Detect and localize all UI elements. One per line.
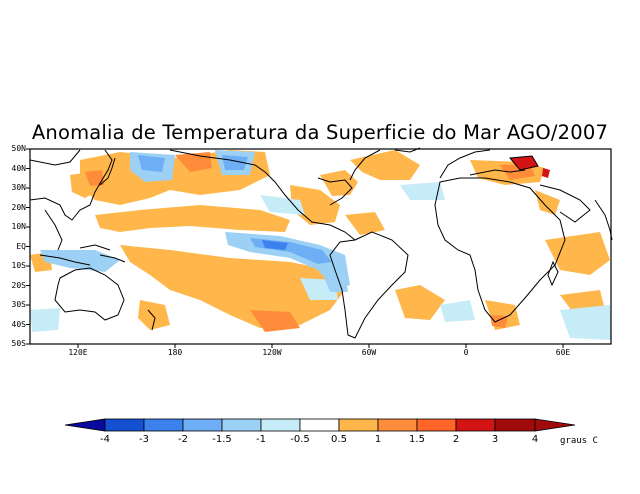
- colorbar-label: -2: [178, 434, 188, 445]
- coast-new-guinea: [99, 254, 126, 263]
- warm-north-atlantic: [350, 150, 420, 180]
- warm4-caspian: [542, 168, 550, 178]
- lat-label: 20S: [11, 280, 26, 290]
- colorbar-label: 3: [491, 434, 499, 445]
- coast-black-sea: [509, 155, 539, 171]
- lon-label: 60E: [555, 348, 571, 357]
- warm-red-sea: [535, 190, 560, 215]
- warm-gulf-mexico: [320, 170, 358, 196]
- warm-caribbean: [345, 212, 385, 235]
- lon-label: 120E: [68, 348, 88, 357]
- lat-label: 10N: [11, 222, 26, 231]
- lat-label: 30N: [11, 183, 26, 192]
- warm4-black-sea: [510, 156, 538, 170]
- coast-asia: [29, 149, 113, 221]
- coast-arabia: [539, 184, 591, 223]
- colorbar-arrow-right: [534, 418, 576, 432]
- lon-label: 120W: [262, 348, 282, 357]
- coast-australia: [54, 267, 125, 321]
- colorbar-units: graus C: [560, 436, 598, 446]
- colorbar-bin-10: [455, 418, 496, 432]
- lon-ticks: [77, 344, 564, 348]
- colorbar-bin-4: [221, 418, 262, 432]
- colorbar-bin-11: [494, 418, 536, 432]
- colorbar-label: 1: [374, 434, 382, 445]
- coast-africa: [434, 177, 566, 323]
- colorbar-bin-8: [377, 418, 418, 432]
- coast-madagascar: [547, 260, 559, 287]
- lat-label: EQ: [16, 241, 26, 251]
- warm2-north-pacific: [175, 152, 212, 172]
- colorbar-label: -3: [139, 434, 149, 445]
- colorbar-bin-9: [416, 418, 457, 432]
- coast-europe: [439, 149, 526, 179]
- cool3-north-pacific-e: [222, 155, 248, 170]
- cool-north-atlantic: [400, 182, 445, 200]
- warm-central-pacific-band: [95, 205, 290, 232]
- lon-label: 0: [463, 348, 469, 357]
- colorbar-bin-1: [104, 418, 145, 432]
- lat-label: 50S: [11, 339, 26, 348]
- warm-tasman: [138, 300, 170, 330]
- lat-label: 10S: [11, 261, 26, 270]
- coast-south-america: [329, 231, 409, 339]
- cool2-indonesia: [40, 250, 120, 272]
- warm-south-atlantic: [395, 285, 445, 320]
- colorbar-bin-7: [338, 418, 379, 432]
- coast-gulf: [317, 177, 353, 206]
- lat-label: 20N: [11, 202, 26, 212]
- lat-label: 40S: [11, 319, 26, 329]
- colorbar: [64, 418, 576, 432]
- lon-label: 180: [167, 348, 183, 357]
- colorbar-bin-5: [260, 418, 301, 432]
- coast-new-zealand: [147, 309, 156, 331]
- coast-north-america: [264, 171, 356, 241]
- warm-east-pacific-north: [290, 185, 340, 225]
- colorbar-bin-2: [143, 418, 184, 432]
- colorbar-label: 4: [531, 434, 539, 445]
- cool-southern-ocean-w: [30, 308, 60, 332]
- lat-label: 40N: [11, 163, 26, 173]
- warm2-east-asia: [85, 170, 104, 186]
- colorbar-bin-3: [182, 418, 223, 432]
- coast-alaska: [169, 149, 266, 173]
- colorbar-label: -1.5: [212, 434, 232, 445]
- coast-japan: [99, 157, 116, 186]
- colorbar-label: 2: [452, 434, 460, 445]
- cool3-north-pacific-w: [138, 155, 165, 172]
- cool-central-pacific-n: [260, 195, 305, 215]
- cool-south-atlantic: [440, 300, 475, 322]
- lat-label: 30S: [11, 300, 26, 309]
- anomaly-fields: [30, 150, 612, 340]
- coast-indonesia: [39, 244, 111, 266]
- colorbar-arrow-left: [64, 418, 106, 432]
- cool4-equatorial-core: [262, 240, 288, 250]
- map-title: Anomalia de Temperatura da Superficie do…: [31, 121, 609, 144]
- colorbar-label: 0.5: [331, 434, 347, 445]
- colorbar-label: -1: [256, 434, 266, 445]
- lon-label: 60W: [361, 348, 377, 357]
- colorbar-label: 1.5: [409, 434, 425, 445]
- warm2-south-pacific: [250, 310, 300, 332]
- cool-southern-ocean-e: [560, 305, 612, 340]
- lat-label: 50N: [11, 144, 26, 153]
- coast-us-east: [349, 149, 381, 181]
- colorbar-bin-6: [299, 418, 340, 432]
- warm-south-pacific: [120, 245, 345, 328]
- warm-indian-ocean-west: [545, 232, 610, 275]
- colorbar-label: -0.5: [290, 434, 310, 445]
- lat-ticks: [26, 148, 30, 345]
- colorbar-label: -4: [100, 434, 110, 445]
- coast-indochina: [44, 209, 63, 251]
